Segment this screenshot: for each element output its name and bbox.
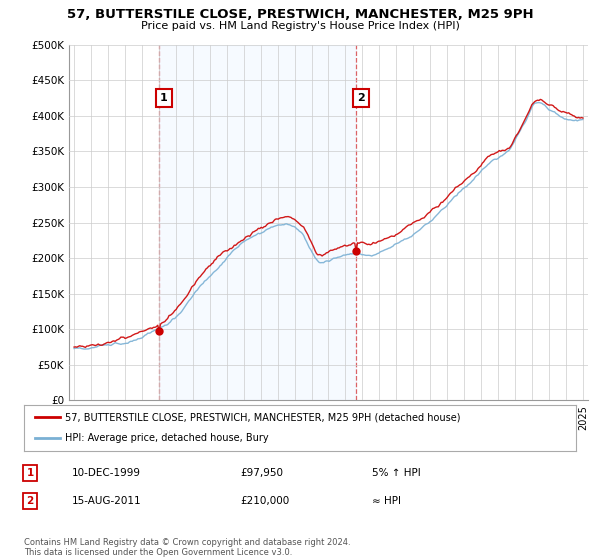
Text: 1: 1 [160,93,168,103]
Text: 5% ↑ HPI: 5% ↑ HPI [372,468,421,478]
Text: 15-AUG-2011: 15-AUG-2011 [72,496,142,506]
Text: 2: 2 [357,93,365,103]
Text: HPI: Average price, detached house, Bury: HPI: Average price, detached house, Bury [65,433,269,444]
Text: Contains HM Land Registry data © Crown copyright and database right 2024.
This d: Contains HM Land Registry data © Crown c… [24,538,350,557]
Text: ≈ HPI: ≈ HPI [372,496,401,506]
Text: 57, BUTTERSTILE CLOSE, PRESTWICH, MANCHESTER, M25 9PH (detached house): 57, BUTTERSTILE CLOSE, PRESTWICH, MANCHE… [65,413,461,423]
Text: Price paid vs. HM Land Registry's House Price Index (HPI): Price paid vs. HM Land Registry's House … [140,21,460,31]
Text: 57, BUTTERSTILE CLOSE, PRESTWICH, MANCHESTER, M25 9PH: 57, BUTTERSTILE CLOSE, PRESTWICH, MANCHE… [67,8,533,21]
Text: 10-DEC-1999: 10-DEC-1999 [72,468,141,478]
Bar [159,45,356,400]
Text: £210,000: £210,000 [240,496,289,506]
Text: 2: 2 [26,496,34,506]
Text: £97,950: £97,950 [240,468,283,478]
Text: 1: 1 [26,468,34,478]
